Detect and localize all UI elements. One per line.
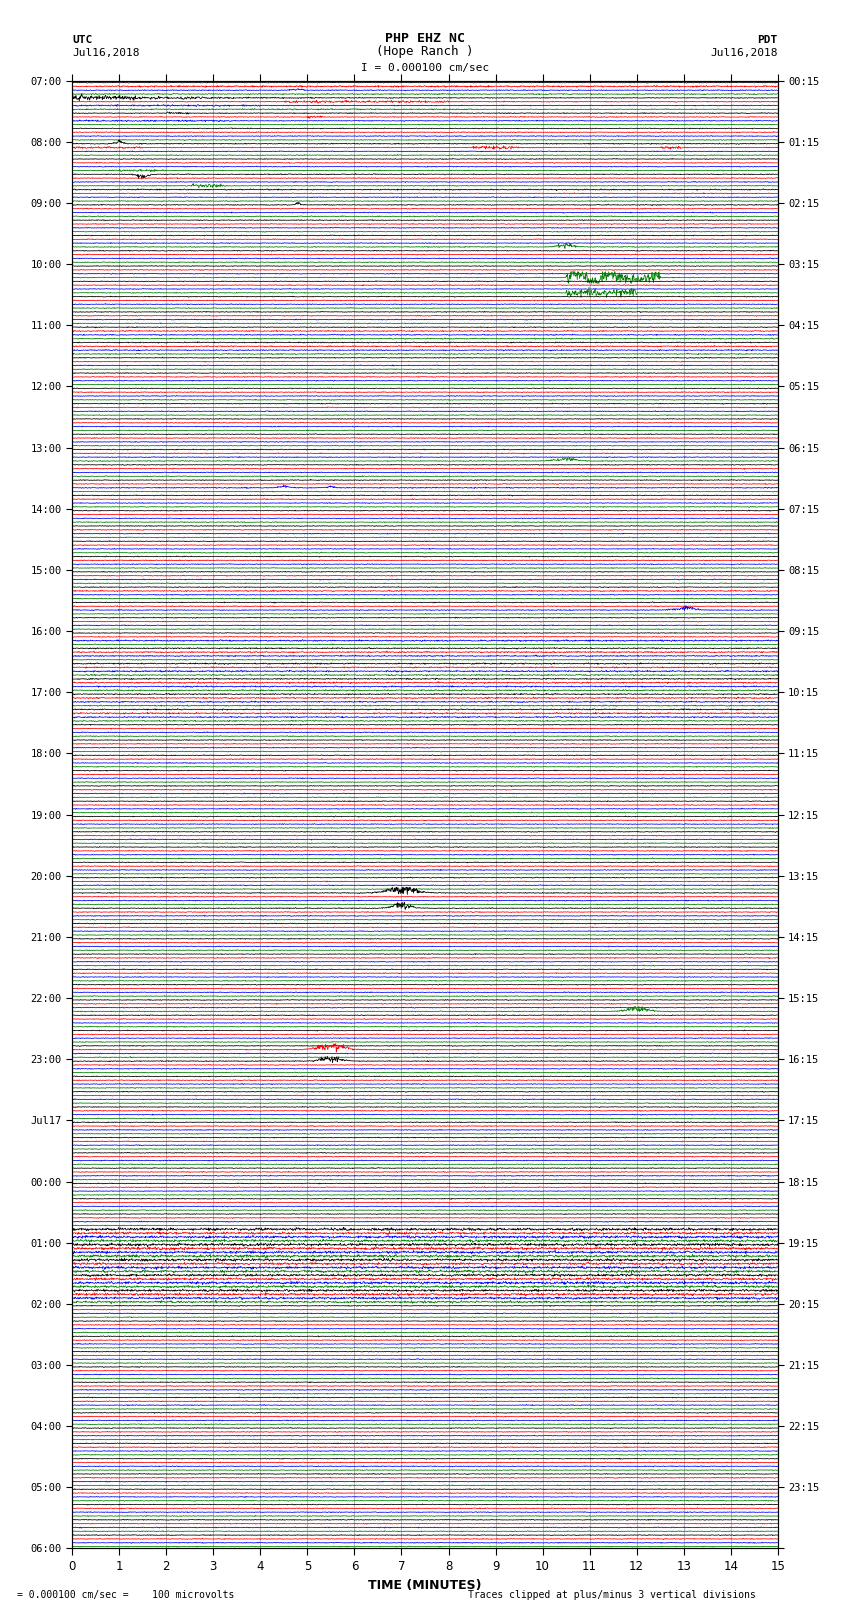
X-axis label: TIME (MINUTES): TIME (MINUTES) <box>368 1579 482 1592</box>
Text: UTC: UTC <box>72 35 93 45</box>
Text: Jul16,2018: Jul16,2018 <box>711 48 778 58</box>
Text: (Hope Ranch ): (Hope Ranch ) <box>377 45 473 58</box>
Text: = 0.000100 cm/sec =    100 microvolts: = 0.000100 cm/sec = 100 microvolts <box>17 1590 235 1600</box>
Text: PDT: PDT <box>757 35 778 45</box>
Text: I = 0.000100 cm/sec: I = 0.000100 cm/sec <box>361 63 489 73</box>
Text: Traces clipped at plus/minus 3 vertical divisions: Traces clipped at plus/minus 3 vertical … <box>468 1590 756 1600</box>
Text: Jul16,2018: Jul16,2018 <box>72 48 139 58</box>
Text: PHP EHZ NC: PHP EHZ NC <box>385 32 465 45</box>
